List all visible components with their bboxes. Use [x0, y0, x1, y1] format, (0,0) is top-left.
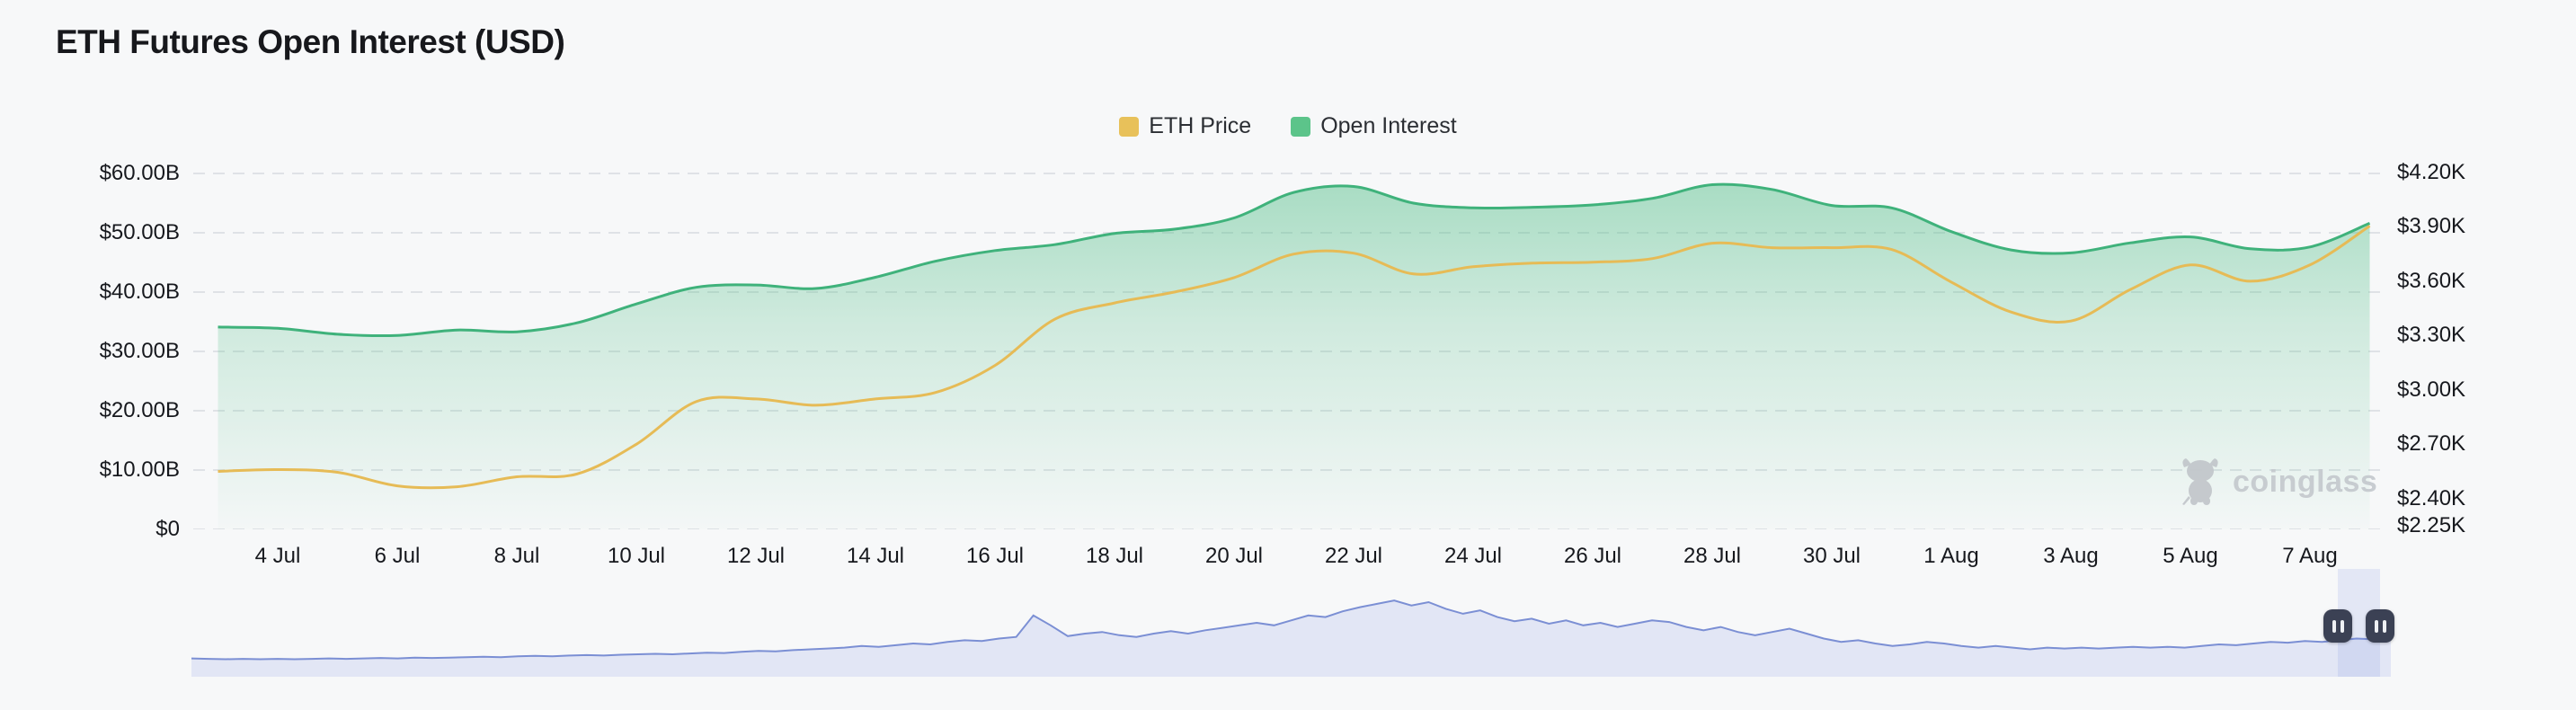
legend-item-open-interest[interactable]: Open Interest [1291, 113, 1457, 139]
eth-price-line [218, 225, 2371, 490]
right-axis-label: $3.60K [2397, 268, 2466, 293]
navigator-chart[interactable] [191, 569, 2391, 678]
navigator-area [191, 600, 2391, 677]
chart-legend: ETH Price Open Interest [0, 113, 2576, 139]
page-title: ETH Futures Open Interest (USD) [56, 23, 565, 60]
navigator-handle-left[interactable] [2323, 609, 2353, 643]
x-axis-label: 20 Jul [1204, 544, 1264, 568]
x-axis-label: 10 Jul [607, 544, 666, 568]
open-interest-area [218, 184, 2370, 529]
left-axis-label: $10.00B [99, 457, 180, 482]
right-axis-label: $3.30K [2397, 323, 2466, 348]
x-axis-label: 12 Jul [726, 544, 786, 568]
left-axis-label: $50.00B [99, 220, 180, 244]
left-axis-label: $60.00B [99, 161, 180, 185]
x-axis-label: 6 Jul [374, 544, 421, 568]
navigator-handle-right[interactable] [2366, 609, 2394, 643]
x-axis-label: 26 Jul [1563, 544, 1622, 568]
right-axis-label: $2.70K [2397, 431, 2466, 457]
x-axis-label: 22 Jul [1324, 544, 1383, 568]
legend-label: ETH Price [1149, 113, 1252, 138]
open-interest-swatch-icon [1291, 116, 1311, 137]
pause-bars-icon [2374, 619, 2378, 633]
right-axis-label: $4.20K [2397, 160, 2466, 184]
pause-bars-icon [2382, 619, 2386, 633]
x-axis-label: 7 Aug [2282, 544, 2338, 568]
eth-price-swatch-icon [1119, 116, 1140, 137]
main-chart-plot-area[interactable] [193, 157, 2387, 529]
left-axis-label: $0 [155, 517, 180, 541]
legend-label: Open Interest [1320, 113, 1457, 138]
right-axis-label: $2.40K [2397, 485, 2466, 510]
x-axis-label: 24 Jul [1443, 544, 1503, 568]
x-axis-label: 3 Aug [2043, 544, 2099, 568]
open-interest-line [218, 182, 2371, 338]
left-axis-label: $40.00B [99, 280, 180, 304]
right-axis-label: $3.00K [2397, 377, 2466, 402]
x-axis-label: 28 Jul [1683, 544, 1742, 568]
navigator-line [191, 599, 2391, 661]
x-axis-label: 1 Aug [1923, 544, 1979, 568]
left-axis-label: $30.00B [99, 339, 180, 363]
x-axis-label: 8 Jul [493, 544, 540, 568]
left-axis-label: $20.00B [99, 398, 180, 422]
pause-bars-icon [2340, 619, 2344, 633]
x-axis-label: 16 Jul [965, 544, 1025, 568]
pause-bars-icon [2332, 619, 2336, 633]
right-axis-label: $3.90K [2397, 214, 2466, 239]
legend-item-eth-price[interactable]: ETH Price [1119, 113, 1251, 139]
x-axis-label: 14 Jul [846, 544, 905, 568]
right-axis-label: $2.25K [2397, 512, 2466, 537]
x-axis-label: 4 Jul [254, 544, 301, 568]
x-axis-label: 30 Jul [1802, 544, 1861, 568]
x-axis-label: 18 Jul [1085, 544, 1144, 568]
x-axis-label: 5 Aug [2163, 544, 2218, 568]
